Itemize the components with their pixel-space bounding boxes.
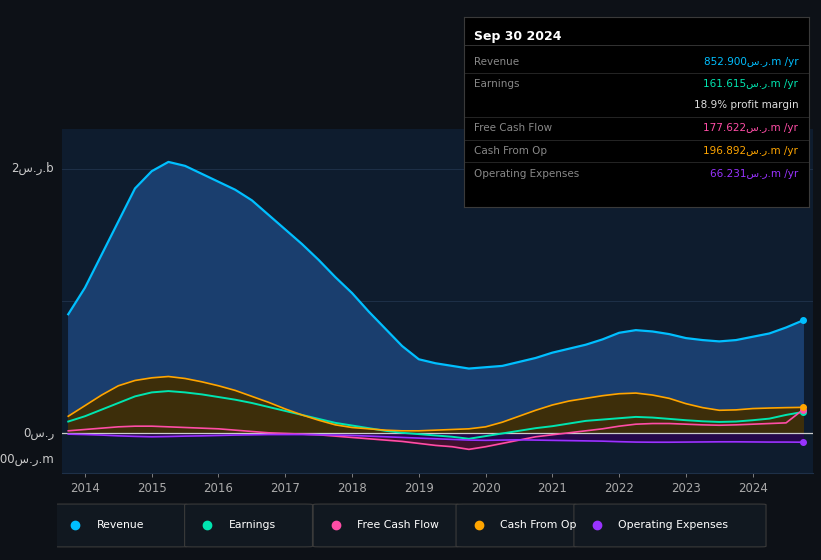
FancyBboxPatch shape: [53, 504, 187, 547]
Text: Operating Expenses: Operating Expenses: [618, 520, 728, 530]
Text: 66.231س.ر.m /yr: 66.231س.ر.m /yr: [710, 169, 798, 179]
FancyBboxPatch shape: [456, 504, 576, 547]
Text: -200س.ر.m: -200س.ر.m: [0, 454, 54, 466]
Text: 196.892س.ر.m /yr: 196.892س.ر.m /yr: [704, 146, 798, 156]
Text: 18.9% profit margin: 18.9% profit margin: [694, 100, 798, 110]
Text: 161.615س.ر.m /yr: 161.615س.ر.m /yr: [704, 80, 798, 90]
Text: Free Cash Flow: Free Cash Flow: [475, 123, 553, 133]
FancyBboxPatch shape: [313, 504, 459, 547]
Text: Cash From Op: Cash From Op: [475, 146, 548, 156]
FancyBboxPatch shape: [574, 504, 766, 547]
Text: 177.622س.ر.m /yr: 177.622س.ر.m /yr: [704, 123, 798, 133]
Text: Sep 30 2024: Sep 30 2024: [475, 30, 562, 43]
Text: Earnings: Earnings: [475, 80, 520, 90]
Text: Earnings: Earnings: [229, 520, 276, 530]
Text: 2س.ر.b: 2س.ر.b: [11, 162, 54, 175]
Text: 0س.ر: 0س.ر: [23, 427, 54, 440]
Text: Revenue: Revenue: [97, 520, 144, 530]
Text: Cash From Op: Cash From Op: [500, 520, 577, 530]
Text: Revenue: Revenue: [475, 58, 520, 68]
Text: Operating Expenses: Operating Expenses: [475, 169, 580, 179]
Text: 852.900س.ر.m /yr: 852.900س.ر.m /yr: [704, 58, 798, 68]
Text: Free Cash Flow: Free Cash Flow: [357, 520, 439, 530]
FancyBboxPatch shape: [185, 504, 313, 547]
